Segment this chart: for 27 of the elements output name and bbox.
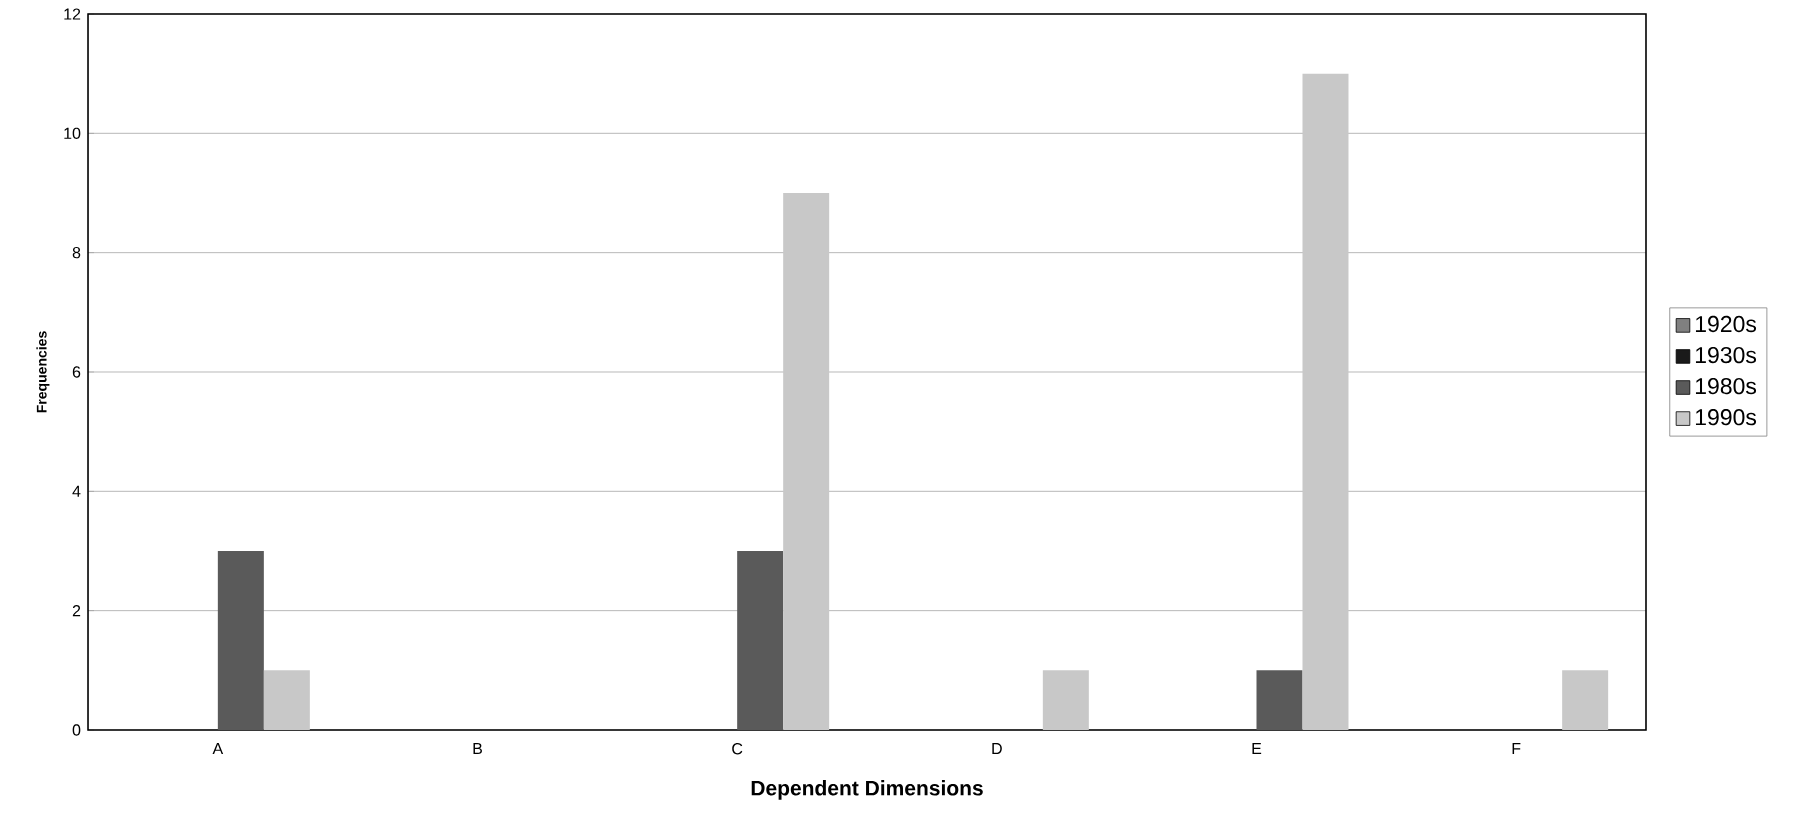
legend-label: 1930s [1695, 346, 1757, 364]
bar [1042, 670, 1089, 730]
x-tick-label: B [473, 743, 482, 755]
bar [263, 670, 310, 730]
bar [217, 550, 264, 730]
y-tick-label: 8 [72, 247, 81, 259]
y-tick-label: 6 [72, 366, 81, 378]
x-tick-label: C [732, 743, 743, 755]
bar [737, 550, 784, 730]
legend-label: 1980s [1695, 377, 1757, 395]
y-tick-label: 2 [72, 605, 81, 617]
x-tick-label: F [1512, 743, 1521, 755]
y-tick-label: 4 [72, 485, 81, 497]
bar [1256, 670, 1303, 730]
x-tick-label: D [992, 743, 1002, 755]
legend-label: 1990s [1695, 409, 1757, 426]
x-axis-title: Dependent Dimensions [751, 780, 983, 800]
bar [783, 192, 830, 730]
x-tick-label: A [212, 743, 224, 755]
y-tick-label: 10 [64, 127, 81, 139]
y-tick-label: 12 [64, 8, 81, 20]
bar [1562, 670, 1609, 730]
y-tick-label: 0 [72, 724, 81, 736]
legend-label: 1920s [1695, 315, 1757, 333]
x-tick-label: E [1252, 743, 1262, 755]
bar [1302, 73, 1349, 730]
y-axis-title: Frequencies [36, 331, 50, 413]
